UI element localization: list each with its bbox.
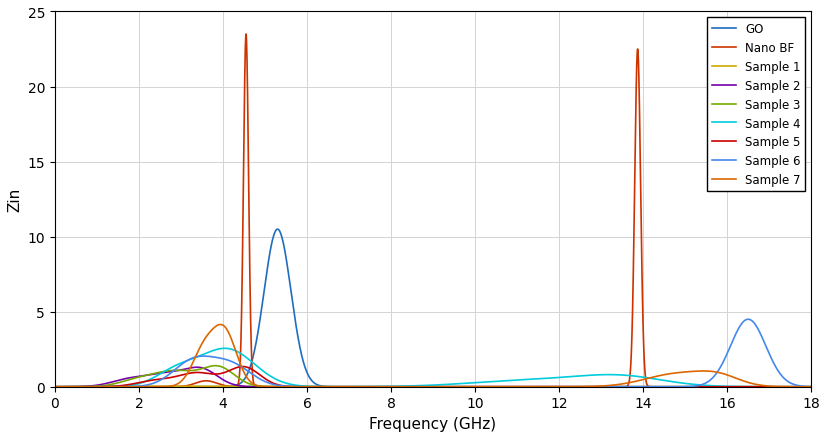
Nano BF: [806, 384, 816, 389]
GO: [50, 384, 60, 389]
Sample 3: [210, 363, 220, 368]
Sample 4: [504, 378, 514, 383]
Sample 4: [220, 346, 230, 351]
X-axis label: Frequency (GHz): Frequency (GHz): [370, 416, 496, 431]
Line: Sample 4: Sample 4: [55, 349, 811, 387]
Nano BF: [542, 384, 552, 389]
Line: Nano BF: Nano BF: [55, 35, 811, 387]
Line: Sample 7: Sample 7: [55, 325, 811, 387]
Sample 7: [542, 384, 552, 389]
GO: [504, 384, 514, 389]
Nano BF: [614, 384, 624, 389]
Nano BF: [339, 384, 349, 389]
Sample 5: [614, 384, 624, 389]
Sample 1: [614, 384, 624, 389]
Sample 1: [188, 384, 198, 389]
Sample 3: [672, 384, 681, 389]
Sample 2: [192, 365, 202, 370]
Sample 3: [504, 384, 514, 389]
Sample 6: [504, 384, 514, 389]
Sample 6: [806, 384, 816, 389]
Line: GO: GO: [55, 230, 811, 387]
Line: Sample 3: Sample 3: [55, 366, 811, 387]
Sample 3: [50, 384, 60, 389]
Sample 7: [614, 382, 624, 387]
Sample 4: [542, 376, 552, 381]
Sample 7: [806, 384, 816, 389]
Sample 1: [50, 384, 60, 389]
Sample 4: [187, 356, 197, 361]
Sample 6: [50, 384, 60, 389]
Sample 2: [614, 384, 624, 389]
Sample 6: [187, 356, 197, 361]
GO: [791, 384, 801, 389]
GO: [806, 384, 816, 389]
Line: Sample 6: Sample 6: [55, 319, 811, 387]
Sample 5: [806, 384, 816, 389]
Line: Sample 1: Sample 1: [55, 386, 811, 387]
Sample 6: [501, 384, 511, 389]
Sample 7: [187, 361, 197, 367]
Y-axis label: Zin: Zin: [7, 187, 22, 212]
Sample 5: [504, 384, 514, 389]
Sample 3: [614, 384, 624, 389]
Sample 7: [339, 384, 349, 389]
Sample 6: [542, 384, 552, 389]
Nano BF: [746, 384, 756, 389]
Sample 5: [672, 384, 681, 389]
Sample 5: [50, 384, 60, 389]
Sample 3: [187, 368, 197, 373]
Sample 2: [50, 384, 60, 389]
Sample 3: [806, 384, 816, 389]
Sample 7: [504, 384, 514, 389]
Sample 7: [215, 322, 225, 327]
Sample 6: [339, 384, 349, 389]
Sample 5: [187, 370, 197, 375]
Sample 4: [672, 380, 681, 385]
Sample 1: [806, 384, 816, 389]
Sample 4: [339, 384, 349, 389]
Line: Sample 2: Sample 2: [55, 367, 811, 387]
Sample 6: [672, 384, 681, 389]
Sample 1: [672, 384, 681, 389]
Sample 3: [339, 384, 349, 389]
Sample 2: [339, 384, 349, 389]
Nano BF: [672, 384, 681, 389]
Nano BF: [187, 382, 197, 387]
Nano BF: [504, 384, 514, 389]
Nano BF: [50, 384, 60, 389]
Sample 2: [187, 365, 197, 371]
Sample 3: [542, 384, 552, 389]
Sample 2: [542, 384, 552, 389]
Sample 1: [504, 384, 514, 389]
Legend: GO, Nano BF, Sample 1, Sample 2, Sample 3, Sample 4, Sample 5, Sample 6, Sample : GO, Nano BF, Sample 1, Sample 2, Sample …: [707, 18, 805, 191]
GO: [339, 384, 349, 389]
Sample 1: [542, 384, 552, 389]
Sample 4: [50, 384, 60, 389]
Sample 7: [672, 370, 681, 375]
GO: [672, 384, 681, 389]
Sample 1: [176, 384, 186, 389]
Sample 2: [806, 384, 816, 389]
Nano BF: [241, 32, 251, 38]
Sample 5: [542, 384, 552, 389]
Sample 1: [339, 384, 349, 389]
Sample 5: [339, 384, 349, 389]
Sample 4: [614, 372, 624, 378]
Sample 7: [50, 384, 60, 389]
Sample 5: [237, 364, 247, 369]
Sample 2: [504, 384, 514, 389]
Sample 2: [672, 384, 681, 389]
Line: Sample 5: Sample 5: [55, 367, 811, 387]
GO: [542, 384, 552, 389]
Sample 4: [806, 384, 816, 389]
Sample 6: [743, 317, 753, 322]
GO: [273, 227, 283, 232]
GO: [187, 384, 197, 389]
Sample 6: [614, 384, 624, 389]
GO: [614, 384, 624, 389]
